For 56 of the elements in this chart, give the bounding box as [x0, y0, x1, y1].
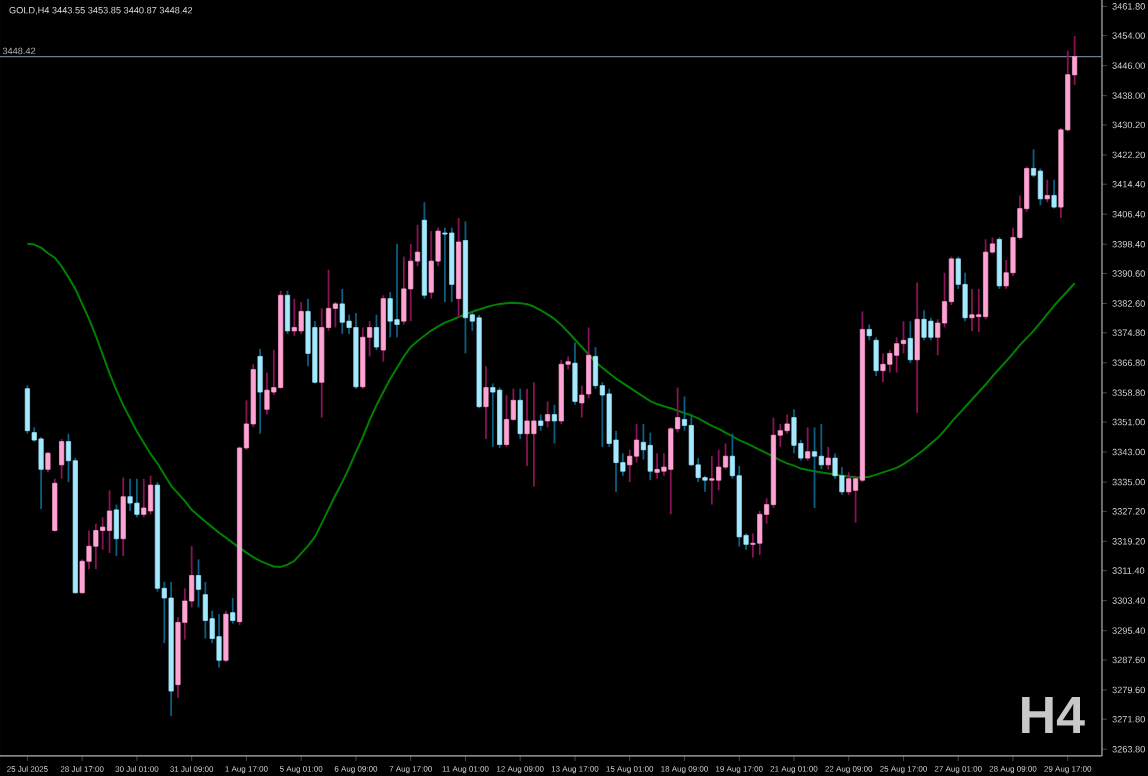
candlestick	[93, 522, 99, 571]
candlestick	[141, 477, 147, 519]
candlestick	[113, 503, 119, 557]
candlestick	[907, 320, 913, 365]
candlestick	[59, 438, 65, 480]
candlestick	[517, 387, 523, 440]
candlestick	[811, 426, 818, 509]
candlestick	[483, 365, 489, 440]
candlestick	[825, 445, 831, 471]
candlestick	[572, 341, 578, 406]
candlestick	[818, 423, 824, 471]
candlestick	[880, 352, 886, 384]
candlestick	[1051, 178, 1057, 210]
candlestick	[257, 348, 263, 435]
candlestick	[298, 301, 304, 335]
candlestick	[134, 477, 140, 519]
candlestick	[394, 242, 400, 339]
candlestick	[24, 384, 30, 435]
annotation: H4	[1022, 697, 1085, 733]
candlestick	[148, 474, 154, 516]
candlestick	[120, 476, 126, 557]
candlestick	[524, 387, 530, 467]
candlestick	[503, 394, 510, 448]
candlestick	[996, 236, 1002, 290]
candlestick	[1044, 178, 1050, 204]
candlestick	[442, 226, 448, 303]
candlestick	[223, 609, 229, 664]
candlestick	[709, 455, 715, 506]
candlestick	[873, 336, 879, 377]
candlestick	[490, 382, 496, 448]
candlestick	[216, 613, 222, 669]
candlestick	[647, 431, 653, 482]
candlestick	[791, 408, 797, 455]
candlestick	[106, 489, 113, 554]
candlestick	[969, 287, 975, 332]
candlestick	[230, 597, 236, 625]
candlestick	[339, 287, 345, 335]
candlestick	[805, 426, 811, 462]
candlestick	[545, 400, 551, 429]
candlestick	[127, 477, 133, 512]
candlestick	[894, 336, 900, 374]
candlestick	[291, 297, 297, 337]
candlestick	[531, 381, 537, 488]
candlestick	[52, 477, 58, 533]
candlestick	[921, 309, 927, 342]
candlestick	[202, 580, 208, 640]
candlestick	[928, 316, 934, 342]
candlestick	[551, 403, 557, 445]
candlestick	[45, 450, 51, 474]
candlestick	[284, 289, 291, 335]
candlestick	[914, 281, 920, 414]
candlestick	[654, 452, 660, 480]
candlestick	[373, 313, 380, 351]
candlestick	[332, 301, 338, 329]
candlestick	[1037, 167, 1043, 207]
candlestick	[428, 230, 434, 300]
